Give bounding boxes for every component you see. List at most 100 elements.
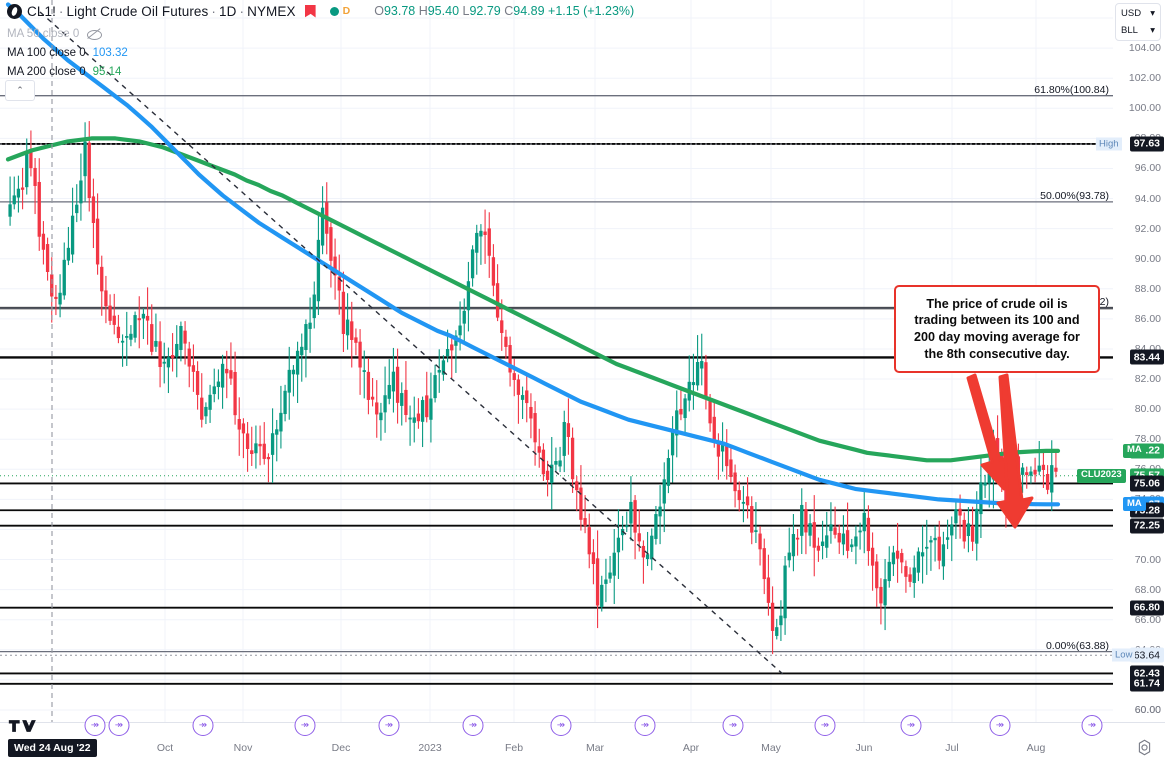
legend-item-ma50[interactable]: MA 50 close 0	[7, 24, 128, 43]
time-tick-label: Aug	[1026, 742, 1046, 754]
time-tick-label: Mar	[585, 742, 605, 754]
chevron-up-icon: ⌃	[16, 85, 24, 95]
legend-title: MA 50 close 0	[7, 27, 80, 40]
time-axis[interactable]: Wed 24 Aug '22 Oct Nov Dec 2023 Feb Mar Apr May…	[0, 715, 1165, 765]
price-badge: 83.44	[1129, 349, 1164, 365]
price-axis[interactable]: 106.00104.00102.00100.0098.0096.0094.009…	[1113, 0, 1165, 722]
collapse-legend-button[interactable]: ⌃	[5, 80, 35, 101]
exchange-name: NYMEX	[247, 3, 296, 19]
symbol-title[interactable]: CL1! · Light Crude Oil Futures · 1D · NYMEX	[27, 4, 296, 19]
price-tick-label: 66.00	[1134, 613, 1161, 626]
price-tick-label: 88.00	[1134, 282, 1161, 295]
delayed-data-badge: D	[342, 5, 351, 17]
legend-item-ma100[interactable]: MA 100 close 0 103.32	[7, 43, 128, 62]
price-tick-label: 60.00	[1134, 703, 1161, 716]
legend-title: MA 100 close 0	[7, 46, 86, 59]
series-tag-ma: MA	[1123, 497, 1146, 512]
market-status-group[interactable]: D	[329, 5, 351, 17]
price-tick-label: 92.00	[1134, 222, 1161, 235]
separator: ·	[58, 3, 64, 19]
price-tick-label: 104.00	[1128, 42, 1161, 55]
low-key: L	[462, 4, 470, 18]
flag-icon	[304, 4, 316, 18]
fibonacci-level-label: 0.00%(63.88)	[1045, 639, 1109, 652]
time-tick-label: Oct	[156, 742, 174, 754]
fast-forward-icon[interactable]: ↠	[814, 715, 836, 736]
fibonacci-level-label: 50.00%(93.78)	[1040, 189, 1109, 202]
price-badge: 75.06	[1129, 475, 1164, 491]
fast-forward-icon[interactable]: ↠	[108, 715, 130, 736]
fast-forward-icon[interactable]: ↠	[462, 715, 484, 736]
close-key: C	[504, 4, 514, 18]
time-tick-label: Nov	[233, 742, 253, 754]
volume-unit-row[interactable]: BLL ▾	[1116, 22, 1160, 39]
fast-forward-icon[interactable]: ↠	[550, 715, 572, 736]
price-badge: 61.74	[1129, 676, 1164, 692]
dashed-trendline	[39, 11, 786, 677]
fast-forward-icon[interactable]: ↠	[378, 715, 400, 736]
fast-forward-icon[interactable]: ↠	[989, 715, 1011, 736]
horizontal-support-resistance-lines	[0, 143, 1113, 685]
annotation-callout[interactable]: The price of crude oil is trading betwee…	[894, 285, 1100, 373]
extreme-label-low: Low	[1112, 648, 1136, 662]
price-tick-label: 78.00	[1134, 433, 1161, 446]
price-tick-label: 96.00	[1134, 162, 1161, 175]
price-tick-label: 68.00	[1134, 583, 1161, 596]
price-unit-row[interactable]: USD ▾	[1116, 5, 1160, 22]
eye-slash-icon[interactable]	[87, 27, 103, 40]
series-tag-ma: MA	[1123, 443, 1146, 458]
fast-forward-icon[interactable]: ↠	[192, 715, 214, 736]
fast-forward-icon[interactable]: ↠	[634, 715, 656, 736]
separator: ·	[211, 3, 217, 19]
symbol-ticker: CL1!	[27, 3, 56, 19]
fibonacci-retracement-lines	[0, 95, 1113, 653]
price-tick-label: 60.00	[1134, 703, 1161, 716]
high-value: 95.40	[427, 4, 460, 18]
low-value: 92.79	[469, 4, 501, 18]
time-tick-label: Dec	[331, 742, 351, 754]
chart-header: CL1! · Light Crude Oil Futures · 1D · NYMEX D …	[0, 0, 1165, 22]
chevron-down-icon: ▾	[1150, 8, 1155, 19]
volume-unit-label: BLL	[1121, 25, 1138, 36]
ohlc-values: O93.78 H95.40 L92.79 C94.89 +1.15 (+1.23…	[374, 4, 634, 18]
fast-forward-icon[interactable]: ↠	[84, 715, 106, 736]
price-badge: 72.25	[1129, 518, 1164, 534]
open-key: O	[374, 4, 384, 18]
time-tick-label: Jul	[945, 742, 959, 754]
fast-forward-icon[interactable]: ↠	[1081, 715, 1103, 736]
high-key: H	[418, 4, 428, 18]
ma100-line	[5, 2, 1061, 507]
chevron-down-icon: ▾	[1150, 25, 1155, 36]
legend-value: 103.32	[92, 46, 128, 59]
time-tick-label: 2023	[418, 742, 442, 754]
fast-forward-icon[interactable]: ↠	[900, 715, 922, 736]
fast-forward-icon[interactable]: ↠	[722, 715, 744, 736]
fibonacci-level-label: 61.80%(100.84)	[1034, 83, 1109, 96]
price-badge: 97.63	[1129, 136, 1164, 152]
symbol-description: Light Crude Oil Futures	[66, 3, 209, 19]
price-badge: 66.80	[1129, 600, 1164, 616]
gear-icon[interactable]	[1136, 739, 1153, 756]
currency-unit-selector[interactable]: USD ▾ BLL ▾	[1115, 3, 1161, 41]
crosshair-date-badge: Wed 24 Aug '22	[8, 739, 97, 757]
close-value: 94.89	[513, 4, 545, 18]
price-tick-label: 86.00	[1134, 312, 1161, 325]
price-tick-label: 90.00	[1134, 252, 1161, 265]
price-tick-label: 102.00	[1128, 72, 1161, 85]
tradingview-circle-logo-icon	[7, 3, 22, 19]
ma200-line	[5, 136, 1061, 463]
time-tick-label: Feb	[504, 742, 524, 754]
chart-interval: 1D	[219, 3, 237, 19]
change-value: +1.15	[548, 4, 580, 18]
legend-value: 95.14	[92, 65, 122, 78]
annotation-text: The price of crude oil is trading betwee…	[914, 296, 1080, 361]
price-tick-label: 94.00	[1134, 192, 1161, 205]
price-tick-label: 70.00	[1134, 553, 1161, 566]
high-low-dotted-lines	[0, 143, 1113, 656]
tradingview-logo-icon	[8, 720, 36, 732]
fast-forward-icon[interactable]: ↠	[294, 715, 316, 736]
candlestick-series	[8, 121, 1058, 655]
open-value: 93.78	[383, 4, 416, 18]
legend-item-ma200[interactable]: MA 200 close 0 95.14	[7, 62, 128, 81]
